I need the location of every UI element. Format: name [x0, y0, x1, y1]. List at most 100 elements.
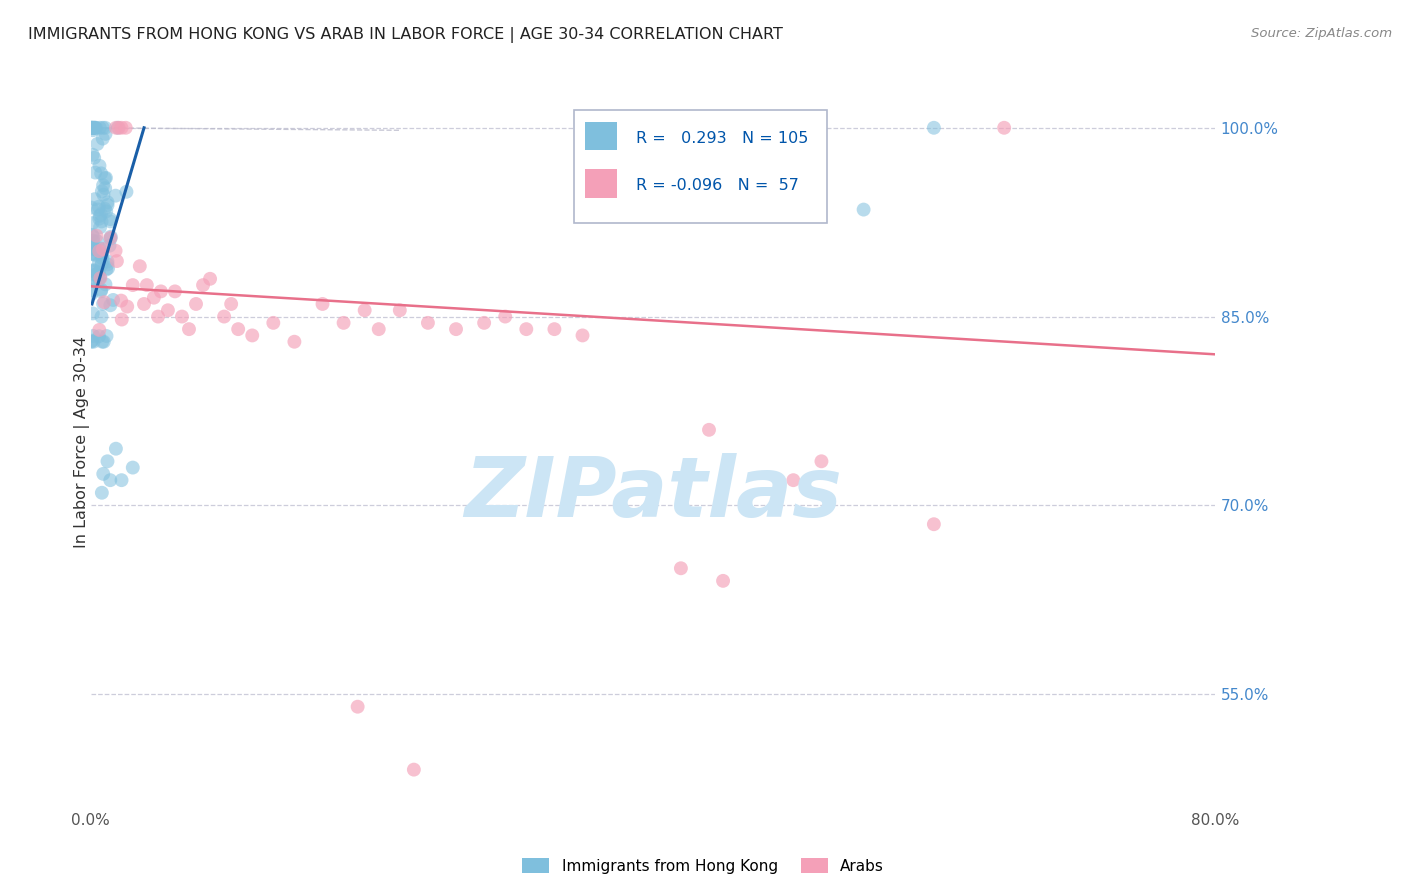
Point: [91, 334, 114, 349]
FancyBboxPatch shape: [585, 169, 617, 198]
Point: [91, 467, 114, 481]
Point: [388, 303, 411, 318]
Point: [93, 334, 115, 349]
Point: [132, 297, 155, 311]
Point: [87, 256, 110, 270]
Point: [198, 272, 221, 286]
Point: [142, 291, 165, 305]
Point: [97, 261, 120, 276]
Point: [90, 207, 112, 221]
Point: [96, 454, 118, 468]
Point: [87, 329, 110, 343]
Point: [83, 264, 105, 278]
Point: [543, 322, 565, 336]
Point: [89, 220, 111, 235]
Point: [89, 209, 111, 223]
Point: [89, 270, 111, 285]
Point: [82, 234, 104, 248]
Point: [83, 248, 105, 262]
Point: [115, 300, 138, 314]
Point: [346, 699, 368, 714]
Point: [107, 120, 129, 135]
Point: [91, 131, 114, 145]
Point: [311, 297, 333, 311]
Point: [121, 278, 143, 293]
Point: [90, 285, 112, 299]
Point: [86, 136, 108, 151]
Point: [80, 287, 103, 301]
Point: [83, 247, 105, 261]
Point: [184, 297, 207, 311]
Point: [219, 297, 242, 311]
Point: [90, 184, 112, 198]
Point: [100, 298, 122, 312]
Point: [240, 328, 263, 343]
Point: [156, 303, 179, 318]
Point: [922, 120, 945, 135]
Point: [82, 241, 104, 255]
Point: [90, 247, 112, 261]
Point: [94, 120, 117, 135]
Point: [82, 229, 104, 244]
Point: [110, 293, 132, 308]
Point: [91, 178, 114, 193]
Point: [83, 192, 105, 206]
Point: [91, 248, 114, 262]
Point: [80, 120, 103, 135]
Point: [711, 574, 734, 588]
Point: [146, 310, 169, 324]
Point: [91, 252, 114, 266]
Point: [89, 244, 111, 259]
Point: [83, 243, 105, 257]
Point: [93, 202, 115, 216]
Point: [96, 195, 118, 210]
Point: [494, 310, 516, 324]
Point: [170, 310, 193, 324]
Point: [89, 211, 111, 226]
Point: [98, 212, 121, 227]
Point: [89, 120, 111, 135]
Point: [416, 316, 439, 330]
Point: [283, 334, 305, 349]
Point: [94, 127, 117, 141]
Point: [515, 322, 537, 336]
Point: [87, 202, 110, 217]
Point: [332, 316, 354, 330]
Point: [177, 322, 200, 336]
Point: [97, 198, 120, 212]
Point: [96, 329, 118, 343]
Text: IMMIGRANTS FROM HONG KONG VS ARAB IN LABOR FORCE | AGE 30-34 CORRELATION CHART: IMMIGRANTS FROM HONG KONG VS ARAB IN LAB…: [28, 27, 783, 43]
Point: [80, 120, 103, 135]
Point: [84, 165, 107, 179]
Point: [82, 216, 104, 230]
Point: [82, 329, 104, 343]
Point: [128, 259, 150, 273]
Point: [80, 246, 103, 260]
Point: [80, 120, 103, 135]
Point: [83, 120, 105, 135]
Point: [669, 561, 692, 575]
Point: [111, 312, 134, 326]
Point: [697, 423, 720, 437]
Point: [91, 120, 114, 135]
Point: [89, 271, 111, 285]
Point: [226, 322, 249, 336]
Point: [80, 201, 103, 215]
Point: [96, 204, 118, 219]
Point: [262, 316, 284, 330]
Point: [107, 120, 129, 135]
Point: [80, 227, 103, 242]
Point: [101, 293, 124, 307]
Point: [86, 234, 108, 248]
Point: [100, 231, 122, 245]
Point: [100, 214, 122, 228]
Point: [80, 334, 103, 348]
Point: [87, 265, 110, 279]
Point: [402, 763, 425, 777]
Point: [84, 242, 107, 256]
Text: R =   0.293   N = 105: R = 0.293 N = 105: [636, 130, 808, 145]
Point: [444, 322, 467, 336]
Point: [80, 274, 103, 288]
Point: [98, 238, 121, 252]
Point: [80, 283, 103, 297]
